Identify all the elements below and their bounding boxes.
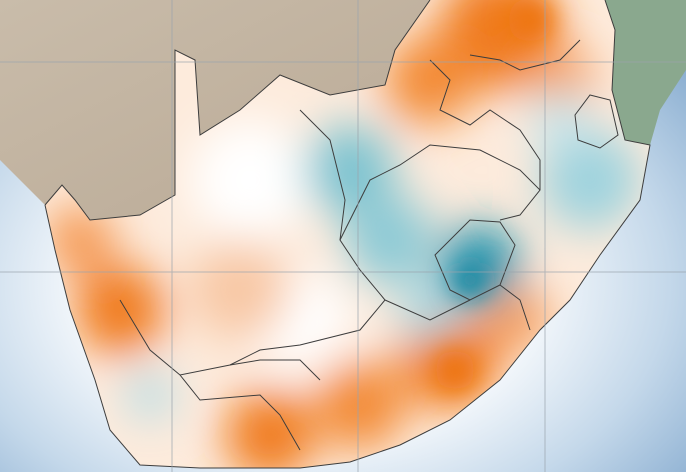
borders xyxy=(44,0,651,469)
province-border xyxy=(179,359,321,451)
national-border xyxy=(44,0,431,221)
land-north-east xyxy=(605,0,686,145)
province-border xyxy=(384,284,531,331)
province-border xyxy=(469,39,581,71)
anomaly-detail xyxy=(435,0,552,390)
province-border xyxy=(339,144,541,241)
land-north-west xyxy=(0,0,430,220)
anomaly-field xyxy=(45,0,640,468)
lesotho xyxy=(434,219,516,301)
coastline xyxy=(44,0,651,469)
eswatini xyxy=(574,94,619,149)
province-border xyxy=(429,59,541,190)
